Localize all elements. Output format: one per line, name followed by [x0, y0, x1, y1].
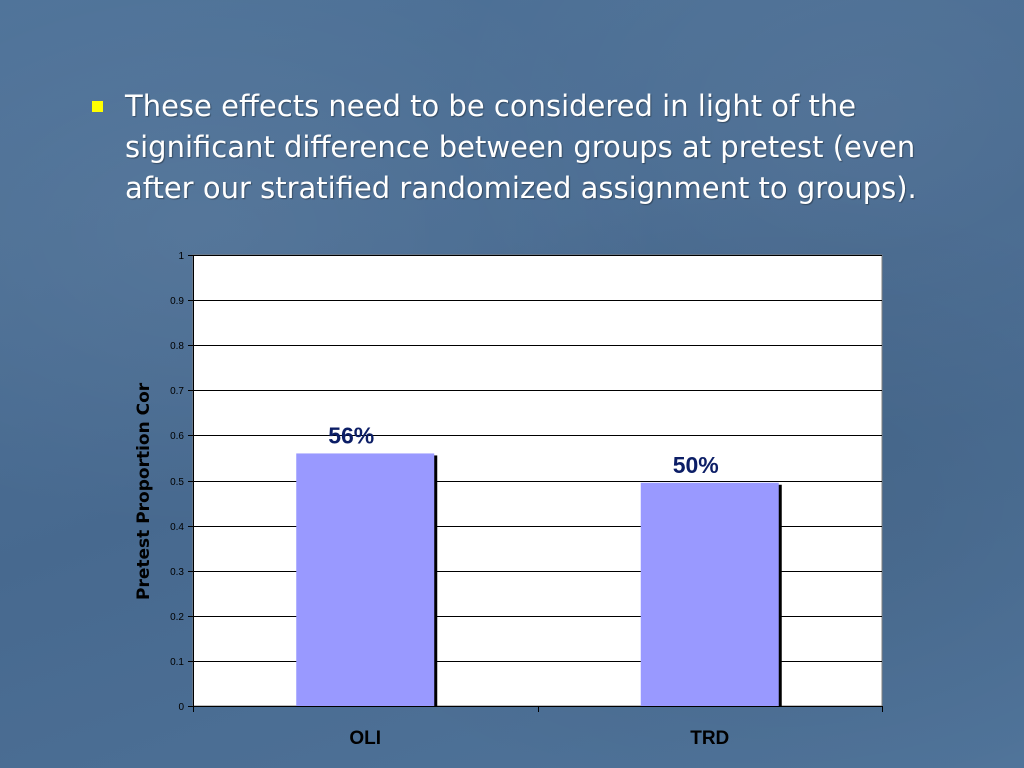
- y-tick-label: 0.5: [170, 477, 184, 488]
- bar-oli: [296, 453, 435, 706]
- y-tick-label: 1: [178, 251, 184, 262]
- y-tick-label: 0.3: [170, 567, 184, 578]
- y-tick-label: 0.7: [170, 386, 184, 397]
- bullet-square-icon: [92, 101, 103, 112]
- y-tick-label: 0.1: [170, 657, 184, 668]
- x-tick-label-oli: OLI: [349, 728, 381, 749]
- y-tick-label: 0.6: [170, 431, 184, 442]
- y-axis-title: Pretest Proportion Cor: [134, 382, 154, 600]
- y-tick-label: 0.2: [170, 612, 184, 623]
- x-tick-label-trd: TRD: [690, 728, 729, 749]
- y-tick-label: 0.9: [170, 296, 184, 307]
- bar-trd: [640, 482, 779, 706]
- y-tick-label: 0: [178, 702, 184, 713]
- y-tick-label: 0.4: [170, 522, 184, 533]
- data-label-oli: 56%: [328, 422, 374, 448]
- bullet-text: These effects need to be considered in l…: [125, 89, 917, 205]
- data-label-trd: 50%: [673, 452, 719, 478]
- y-tick-label: 0.8: [170, 341, 184, 352]
